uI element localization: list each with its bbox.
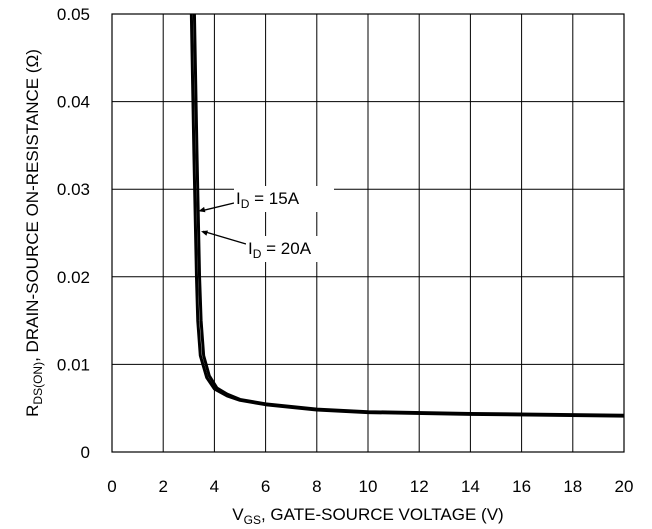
series-lines: [189, 13, 625, 418]
annotation-15a: ID = 15A: [236, 189, 300, 211]
x-tick-label-8: 16: [512, 477, 531, 496]
annotation-20a: ID = 20A: [248, 239, 312, 261]
annotation-15a-background: [234, 186, 334, 212]
annotation-20a-main: I: [248, 239, 253, 258]
x-axis-label-rest: , GATE-SOURCE VOLTAGE (V): [261, 505, 504, 524]
annotation-20a-arrowhead: [201, 230, 208, 236]
x-axis-label-sub: GS: [244, 513, 261, 527]
y-tick-label-1: 0.01: [57, 355, 90, 374]
series-line-0: [189, 13, 625, 418]
y-tick-label-4: 0.04: [57, 93, 90, 112]
plot-frame: [111, 13, 625, 453]
series-line-1: [192, 13, 625, 417]
x-axis-label-main: V: [232, 505, 244, 524]
x-tick-label-6: 12: [410, 477, 429, 496]
x-tick-label-7: 14: [461, 477, 480, 496]
x-tick-label-4: 8: [312, 477, 321, 496]
annotation-15a-sub: D: [241, 197, 250, 211]
y-tick-label-5: 0.05: [57, 5, 90, 24]
y-tick-label-0: 0: [81, 443, 90, 462]
annotation-15a-leader: [200, 202, 235, 212]
y-axis-label-main: R: [23, 405, 42, 417]
x-tick-label-3: 6: [261, 477, 270, 496]
y-axis-label-rest: , DRAIN-SOURCE ON-RESISTANCE (Ω): [23, 49, 42, 362]
x-tick-label-5: 10: [359, 477, 378, 496]
gridlines: [111, 13, 625, 453]
annotations: ID = 15A ID = 20A: [198, 186, 346, 262]
y-tick-label-3: 0.03: [57, 180, 90, 199]
annotation-20a-background: [246, 236, 346, 262]
x-tick-labels: 0 2 4 6 8 10 12 14 16 18 20: [107, 477, 633, 496]
annotation-20a-rest: = 20A: [261, 239, 311, 258]
y-tick-label-2: 0.02: [57, 268, 90, 287]
x-tick-label-0: 0: [107, 477, 116, 496]
annotation-20a-leader: [202, 230, 247, 245]
y-axis-label-sub: DS(ON): [31, 362, 45, 405]
annotation-15a-arrowhead: [198, 206, 206, 213]
x-tick-label-2: 4: [210, 477, 219, 496]
annotation-20a-sub: D: [253, 247, 262, 261]
x-axis-label: VGS, GATE-SOURCE VOLTAGE (V): [232, 505, 503, 527]
x-tick-label-9: 18: [563, 477, 582, 496]
y-tick-labels: 0 0.01 0.02 0.03 0.04 0.05: [57, 5, 90, 462]
y-axis-label: RDS(ON), DRAIN-SOURCE ON-RESISTANCE (Ω): [23, 49, 45, 417]
annotation-15a-main: I: [236, 189, 241, 208]
x-tick-label-1: 2: [158, 477, 167, 496]
x-tick-label-10: 20: [615, 477, 634, 496]
annotation-15a-rest: = 15A: [249, 189, 299, 208]
